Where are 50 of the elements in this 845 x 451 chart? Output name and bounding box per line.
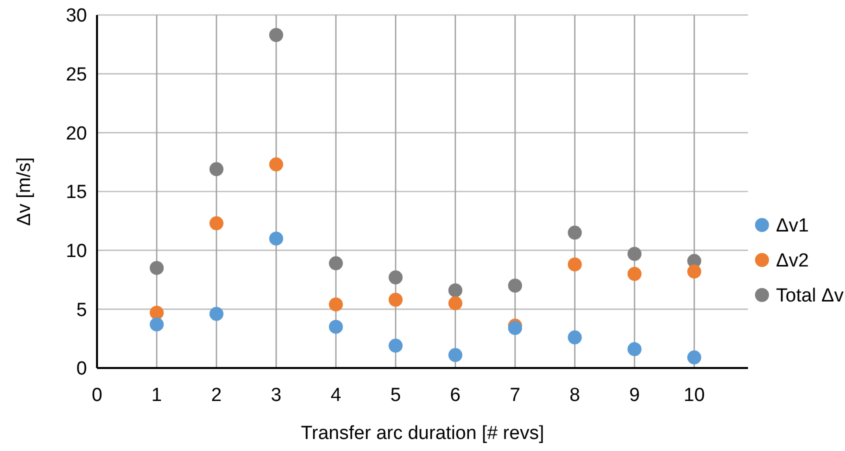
point — [388, 270, 403, 284]
point — [328, 297, 343, 312]
x-tick-label: 2 — [211, 385, 222, 406]
point — [628, 342, 642, 356]
point — [269, 232, 284, 246]
point — [568, 330, 582, 344]
point — [209, 306, 224, 321]
point — [269, 28, 284, 42]
point — [209, 216, 224, 230]
point — [150, 260, 164, 275]
point — [269, 157, 284, 172]
point — [628, 266, 642, 281]
x-axis-title: Transfer arc duration [# revs] — [300, 423, 544, 444]
point — [568, 226, 582, 240]
legend-label: Δv2 — [776, 250, 809, 272]
legend-label: Total Δv — [776, 286, 844, 307]
point — [687, 350, 702, 364]
x-tick-label: 6 — [450, 385, 461, 406]
point — [448, 348, 462, 362]
x-tick-label: 8 — [570, 385, 580, 406]
point — [388, 292, 403, 307]
point — [328, 256, 343, 270]
point — [508, 278, 522, 293]
point — [209, 162, 224, 176]
y-tick-label: 0 — [76, 358, 87, 380]
y-tick-label: 20 — [66, 123, 87, 144]
point — [628, 246, 642, 261]
x-tick-label: 4 — [330, 385, 342, 406]
point — [448, 296, 462, 310]
x-tick-label: 9 — [629, 385, 640, 406]
x-tick-label: 1 — [151, 385, 162, 406]
x-tick-label: 3 — [270, 385, 282, 406]
y-tick-label: 5 — [76, 300, 87, 321]
y-tick-label: 15 — [66, 182, 87, 204]
y-tick-label: 30 — [66, 6, 87, 27]
x-tick-label: 10 — [684, 385, 705, 406]
x-tick-label: 0 — [92, 385, 102, 406]
point — [687, 264, 702, 279]
y-axis-title: Δv [m/s] — [14, 157, 35, 226]
point — [568, 257, 582, 272]
point — [388, 338, 403, 353]
legend-label: Δv1 — [776, 216, 809, 237]
point — [328, 320, 343, 334]
y-tick-label: 25 — [66, 64, 87, 86]
point — [150, 317, 164, 332]
point — [448, 283, 462, 298]
x-tick-label: 7 — [510, 385, 520, 406]
x-tick-label: 5 — [390, 385, 401, 406]
y-tick-label: 10 — [66, 240, 87, 262]
point — [150, 306, 164, 320]
